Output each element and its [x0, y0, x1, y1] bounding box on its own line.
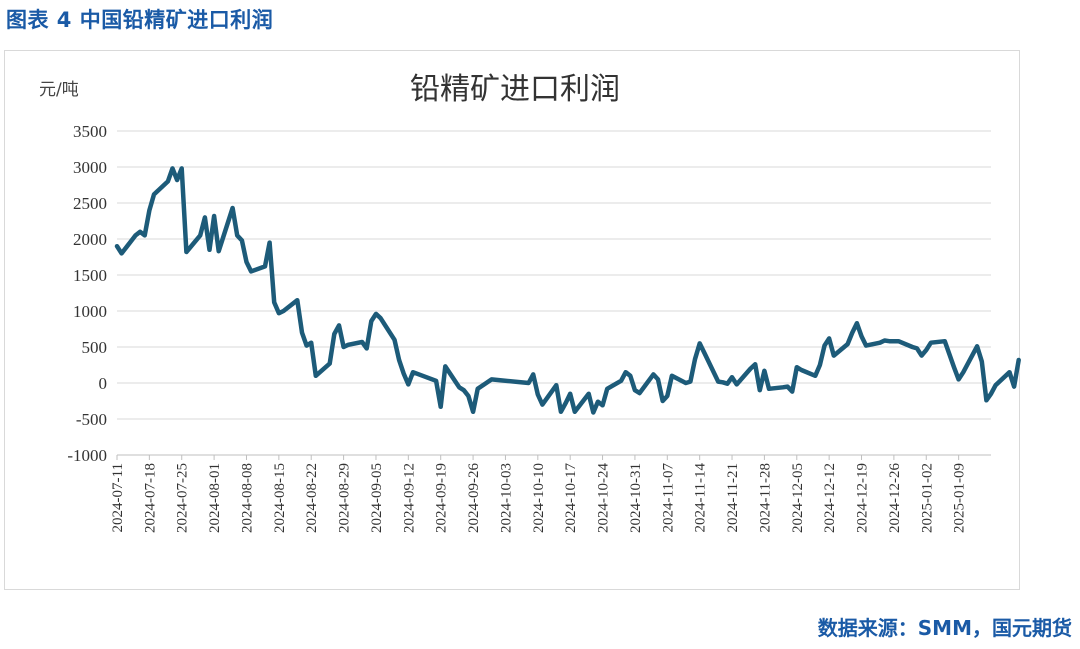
gridlines	[117, 130, 991, 456]
chart-frame: 铅精矿进口利润 元/吨 3500 3000 2500 2000 1500 1000 500 0…	[4, 50, 1021, 590]
x-tick-label: 2024-10-24	[596, 463, 612, 533]
x-tick-label: 2024-08-01	[207, 463, 223, 533]
y-tick-label: 500	[82, 338, 108, 357]
series-line	[114, 166, 1021, 415]
x-tick-label: 2024-10-10	[531, 463, 547, 533]
x-tick-label: 2024-08-08	[239, 463, 255, 533]
x-tick-label: 2024-12-26	[887, 463, 903, 533]
x-tick-label: 2024-10-17	[563, 463, 579, 533]
x-tick-label: 2025-01-02	[919, 463, 935, 533]
x-tick-label: 2024-07-11	[110, 463, 126, 532]
chart-title: 铅精矿进口利润	[410, 72, 620, 107]
data-source-note: 数据来源：SMM，国元期货	[817, 616, 1072, 640]
x-tick-label: 2024-12-12	[822, 463, 838, 533]
x-tick-label: 2024-09-19	[434, 463, 450, 533]
x-tick-label: 2024-09-05	[369, 463, 385, 533]
y-tick-label: 3500	[73, 122, 107, 141]
x-tick-label: 2024-09-26	[466, 463, 482, 533]
series-layer	[114, 166, 1021, 415]
y-tick-label: -500	[76, 410, 107, 429]
x-tick-label: 2024-12-05	[790, 463, 806, 533]
x-axis-ticks: 2024-07-11 2024-07-18 2024-07-25 2024-08-01…	[110, 455, 968, 533]
x-tick-label: 2024-07-25	[175, 463, 191, 533]
x-tick-label: 2024-07-18	[142, 463, 158, 533]
y-tick-label: -1000	[67, 446, 107, 465]
y-tick-label: 2000	[73, 230, 107, 249]
x-tick-label: 2024-08-22	[304, 463, 320, 533]
y-tick-label: 3000	[73, 158, 107, 177]
figure-caption: 图表 4 中国铅精矿进口利润	[6, 8, 274, 32]
x-tick-label: 2024-11-07	[660, 463, 676, 533]
y-tick-label: 1500	[73, 266, 107, 285]
x-tick-label: 2024-12-19	[855, 463, 871, 533]
y-axis-ticks: 3500 3000 2500 2000 1500 1000 500 0 -500 -1000	[67, 122, 107, 465]
y-tick-label: 2500	[73, 194, 107, 213]
y-tick-label: 0	[99, 374, 108, 393]
x-tick-label: 2024-08-29	[337, 463, 353, 533]
x-tick-label: 2024-11-21	[725, 463, 741, 532]
y-tick-label: 1000	[73, 302, 107, 321]
y-axis-unit-label: 元/吨	[39, 80, 79, 100]
x-tick-label: 2024-08-15	[272, 463, 288, 533]
x-tick-label: 2024-11-28	[757, 463, 773, 532]
x-tick-label: 2024-09-12	[401, 463, 417, 533]
x-tick-label: 2024-10-03	[498, 463, 514, 533]
x-tick-label: 2025-01-09	[952, 463, 968, 533]
x-tick-label: 2024-10-31	[628, 463, 644, 533]
x-tick-label: 2024-11-14	[693, 463, 709, 533]
line-chart: 铅精矿进口利润 元/吨 3500 3000 2500 2000 1500 1000 500 0…	[39, 72, 1021, 533]
